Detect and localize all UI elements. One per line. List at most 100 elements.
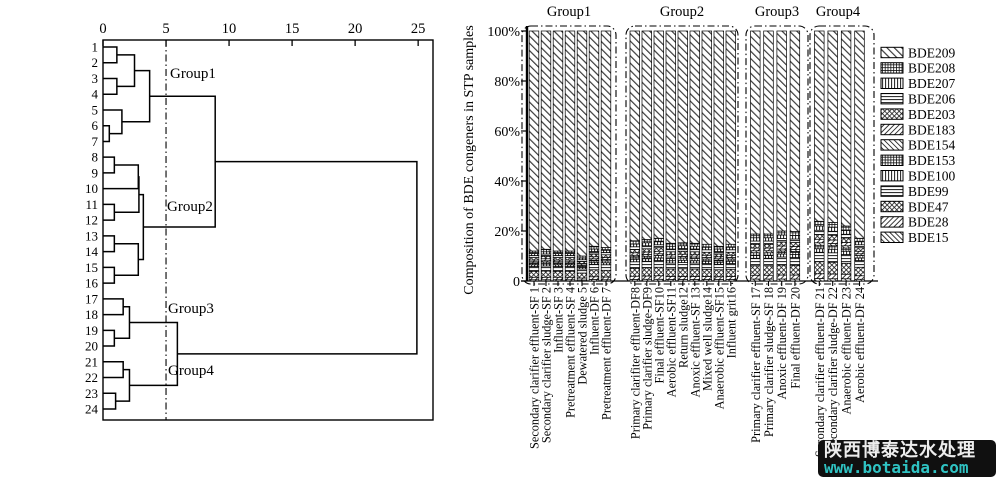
bar-segment-BDE203 bbox=[528, 257, 540, 261]
dendrogram-leaf-label: 22 bbox=[85, 370, 98, 385]
stacked-bar bbox=[665, 30, 676, 282]
bar-segment-BDE28 bbox=[725, 276, 736, 280]
dendrogram-group-label: Group1 bbox=[170, 66, 216, 82]
bar-segment-BDE153 bbox=[750, 252, 761, 256]
dendrogram-link bbox=[103, 203, 116, 221]
bar-segment-BDE99 bbox=[665, 262, 676, 270]
bar-segment-BDE206 bbox=[854, 244, 865, 249]
bar-segment-BDE203 bbox=[763, 243, 774, 249]
bar-segment-BDE203 bbox=[789, 242, 801, 247]
legend-label: BDE209 bbox=[908, 45, 956, 60]
bar-segment-BDE206 bbox=[588, 251, 600, 255]
stacked-bar bbox=[776, 30, 787, 282]
bar-segment-BDE209 bbox=[725, 30, 736, 245]
bar-x-label: Aerobic effluent-SF11 bbox=[664, 287, 678, 397]
bar-x-label: Mixed well sludge14 bbox=[700, 287, 714, 391]
dendrogram-frame bbox=[102, 39, 434, 421]
bar-segment-BDE153 bbox=[840, 247, 852, 252]
bar-segment-BDE208 bbox=[552, 250, 564, 254]
bar-segment-BDE203 bbox=[600, 254, 612, 258]
legend-item-BDE28: BDE28 bbox=[880, 215, 949, 230]
legend-label: BDE99 bbox=[908, 184, 949, 199]
bar-segment-BDE208 bbox=[689, 242, 700, 247]
dendrogram-leaf-label: 9 bbox=[92, 165, 99, 180]
bar-segment-BDE208 bbox=[665, 242, 676, 247]
legend-item-BDE206: BDE206 bbox=[880, 92, 956, 107]
bar-x-label: Influent grit16 bbox=[724, 287, 738, 358]
dendrogram-link bbox=[103, 156, 116, 174]
bar-segment-BDE183 bbox=[641, 251, 652, 255]
legend-label: BDE28 bbox=[908, 215, 949, 230]
stacked-bar bbox=[827, 30, 838, 282]
bar-x-label: Aerobic effluent-DF 24 bbox=[853, 287, 867, 403]
bar-segment-BDE28 bbox=[665, 276, 676, 280]
legend-swatch-BDE206 bbox=[880, 93, 904, 105]
bar-segment-BDE99 bbox=[763, 257, 774, 267]
bar-x-label: Anoxic effluent-SF 13 bbox=[688, 287, 702, 397]
bar-segment-BDE208 bbox=[653, 237, 664, 243]
bar-segment-BDE47 bbox=[840, 262, 852, 275]
axis-tick-label: 25 bbox=[411, 21, 426, 37]
bar-segment-BDE208 bbox=[600, 247, 612, 251]
bar-segment-BDE100 bbox=[854, 257, 865, 261]
bar-segment-BDE153 bbox=[789, 251, 801, 255]
group-outline-box bbox=[625, 25, 739, 285]
bar-segment-BDE15 bbox=[814, 278, 825, 282]
legend-item-BDE209: BDE209 bbox=[880, 45, 956, 60]
bar-segment-BDE99 bbox=[552, 266, 564, 272]
bar-x-label: Secondary clarifier effluent-SF 1 bbox=[528, 287, 542, 449]
legend-label: BDE208 bbox=[908, 61, 956, 76]
bar-segment-BDE99 bbox=[713, 263, 724, 271]
axis-tick-label: 10 bbox=[222, 21, 237, 37]
bar-segment-BDE206 bbox=[701, 249, 712, 253]
bar-x-label: Final effluent-SF10 bbox=[652, 287, 666, 383]
bar-segment-BDE209 bbox=[789, 30, 801, 232]
watermark-company-name: 陕西博泰达水处理 bbox=[824, 440, 976, 460]
dendrogram-plot: 0 5 10 15 20 25123456789101112131415161718192… bbox=[85, 21, 434, 421]
bar-segment-BDE183 bbox=[789, 246, 801, 250]
legend-swatch-BDE183 bbox=[880, 123, 904, 136]
bar-segment-BDE208 bbox=[588, 245, 600, 250]
bar-group-label: Group2 bbox=[660, 4, 704, 20]
bar-segment-BDE203 bbox=[827, 234, 838, 241]
bar-segment-BDE206 bbox=[641, 245, 652, 250]
bar-segment-BDE207 bbox=[854, 241, 865, 246]
bar-group-label: Group4 bbox=[816, 4, 861, 20]
legend-swatch-BDE207 bbox=[880, 77, 904, 89]
dendrogram-link bbox=[177, 160, 418, 355]
bar-x-label: Pretreatment effluent-DF 7 bbox=[600, 287, 614, 420]
bar-segment-BDE208 bbox=[528, 250, 540, 254]
bar-segment-BDE209 bbox=[540, 30, 552, 250]
bar-segment-BDE206 bbox=[827, 230, 838, 236]
bar-segment-BDE153 bbox=[763, 252, 774, 256]
bar-segment-BDE28 bbox=[564, 276, 576, 281]
bar-segment-BDE209 bbox=[689, 30, 700, 244]
y-axis-tick-label: 60% bbox=[494, 125, 520, 140]
bar-x-label: Secondary clarifier sludge-SF 2 bbox=[540, 287, 554, 443]
dendrogram-leaf-label: 3 bbox=[92, 71, 99, 86]
bar-segment-BDE183 bbox=[750, 247, 761, 252]
legend-label: BDE203 bbox=[908, 107, 956, 122]
bar-segment-BDE207 bbox=[588, 248, 600, 252]
bar-segment-BDE28 bbox=[641, 275, 652, 280]
y-axis-tick-label: 0 bbox=[513, 275, 520, 290]
bar-segment-BDE203 bbox=[701, 251, 712, 256]
axis-tick-label: 0 bbox=[99, 21, 106, 37]
bar-segment-BDE207 bbox=[677, 245, 688, 249]
bar-segment-BDE28 bbox=[552, 276, 564, 281]
axis-tick-label: 20 bbox=[348, 21, 363, 37]
bar-x-label: Secondary clarifier effluent-DF 21 bbox=[813, 287, 827, 457]
dendrogram-leaf-label: 11 bbox=[85, 197, 98, 212]
legend-item-BDE100: BDE100 bbox=[880, 169, 956, 184]
bar-segment-BDE207 bbox=[689, 245, 700, 250]
dendrogram-leaf-label: 15 bbox=[85, 260, 98, 275]
stacked-bar bbox=[600, 30, 612, 282]
dendrogram-leaf-label: 24 bbox=[85, 402, 99, 417]
bar-segment-BDE153 bbox=[776, 250, 787, 255]
bar-segment-BDE208 bbox=[776, 230, 787, 236]
bar-segment-BDE207 bbox=[713, 248, 724, 252]
dendrogram-leaf-label: 5 bbox=[92, 102, 99, 117]
bar-segment-BDE203 bbox=[588, 253, 600, 258]
bar-segment-BDE203 bbox=[814, 234, 825, 240]
dendrogram-link bbox=[143, 95, 216, 228]
